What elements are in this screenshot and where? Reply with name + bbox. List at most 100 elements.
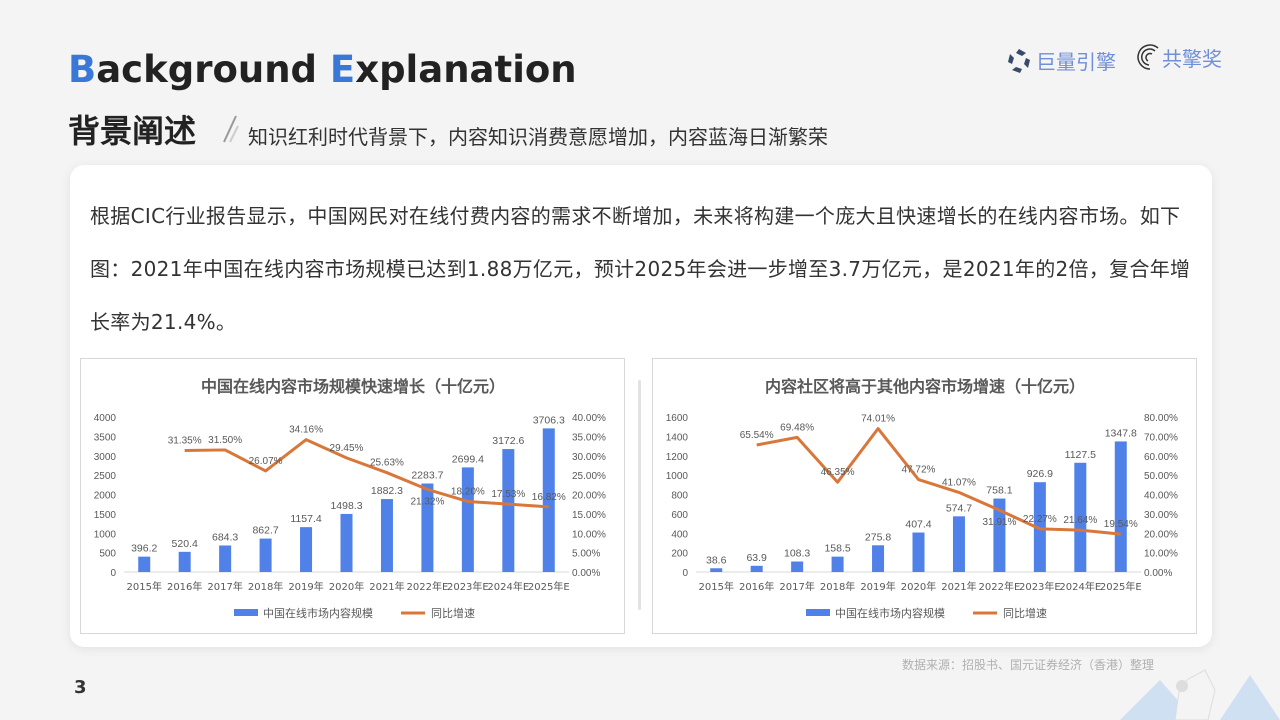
bar: [791, 561, 804, 572]
legend-bar-label: 中国在线市场内容规模: [263, 606, 373, 620]
line-data-label: 25.63%: [370, 458, 404, 469]
slash-decoration-icon: [223, 115, 239, 143]
bar-data-label: 38.6: [706, 554, 727, 566]
page-subtitle: 知识红利时代背景下，内容知识消费意愿增加，内容蓝海日渐繁荣: [248, 125, 828, 149]
bar-data-label: 1347.8: [1105, 427, 1137, 439]
y-right-tick: 20.00%: [1144, 529, 1178, 540]
x-tick: 2020年: [329, 580, 364, 593]
x-tick: 2018年: [820, 580, 855, 593]
mascot-mountain-icon: [1120, 669, 1280, 720]
y-left-tick: 1000: [666, 471, 689, 482]
y-left-tick: 2000: [94, 491, 117, 502]
chart-title: 中国在线内容市场规模快速增长（十亿元）: [201, 377, 505, 396]
panel-divider: [638, 380, 641, 610]
x-tick: 2015年: [699, 580, 734, 593]
y-right-tick: 60.00%: [1144, 452, 1178, 463]
juliang-logo-icon: [1008, 48, 1030, 73]
bar-data-label: 275.8: [865, 531, 891, 543]
y-right-tick: 30.00%: [572, 452, 606, 463]
line-data-label: 41.07%: [942, 477, 976, 488]
bar-data-label: 684.3: [212, 531, 238, 543]
x-tick: 2018年: [248, 580, 283, 593]
y-right-tick: 10.00%: [572, 529, 606, 540]
x-tick: 2025年E: [1100, 580, 1142, 593]
legend-line-label: 同比增速: [1003, 606, 1047, 620]
page-number: 3: [74, 677, 87, 698]
bar: [952, 516, 965, 572]
x-tick: 2023年E: [447, 580, 489, 593]
y-left-tick: 4000: [94, 413, 117, 424]
y-right-tick: 30.00%: [1144, 510, 1178, 521]
line-data-label: 21.64%: [1063, 515, 1097, 526]
y-right-tick: 40.00%: [572, 413, 606, 424]
legend-line-label: 同比增速: [431, 606, 475, 620]
x-tick: 2023年E: [1019, 580, 1061, 593]
bar-data-label: 2699.4: [452, 453, 484, 465]
x-tick: 2024年E: [1059, 580, 1101, 593]
page-title-en: Background Explanation: [68, 48, 577, 91]
bar-data-label: 396.2: [131, 543, 157, 555]
y-left-tick: 500: [99, 549, 116, 560]
bar-data-label: 1127.5: [1065, 449, 1096, 461]
bar-data-label: 3172.6: [492, 435, 524, 447]
x-tick: 2017年: [207, 580, 242, 593]
legend-bar-swatch: [806, 609, 830, 616]
bar-data-label: 1498.3: [330, 500, 362, 512]
y-right-tick: 50.00%: [1144, 471, 1178, 482]
line-data-label: 21.32%: [410, 496, 444, 507]
bar-data-label: 108.3: [784, 548, 810, 560]
x-tick: 2015年: [127, 580, 162, 593]
bar: [542, 428, 555, 572]
bar-data-label: 758.1: [986, 485, 1012, 497]
bar: [502, 449, 515, 572]
x-tick: 2021年: [369, 580, 404, 593]
y-left-tick: 1600: [666, 413, 689, 424]
line-data-label: 19.54%: [1104, 519, 1138, 530]
line-data-label: 65.54%: [740, 430, 774, 441]
x-tick: 2024年E: [487, 580, 529, 593]
legend-bar-swatch: [234, 609, 258, 616]
title-word-2: xplanation: [355, 48, 577, 91]
x-tick: 2022年E: [979, 580, 1021, 593]
y-right-tick: 0.00%: [572, 568, 600, 579]
bar: [461, 467, 474, 572]
y-left-tick: 3000: [94, 452, 117, 463]
y-left-tick: 1500: [94, 510, 117, 521]
growth-line: [184, 438, 549, 509]
y-right-tick: 40.00%: [1144, 491, 1178, 502]
bar: [421, 483, 434, 572]
line-data-label: 31.50%: [208, 435, 242, 446]
y-left-tick: 800: [671, 491, 688, 502]
chart-svg: 内容社区将高于其他内容市场增速（十亿元） 0 200 400 600 800 1000 120…: [666, 377, 1178, 620]
y-left-tick: 0: [110, 568, 116, 579]
x-tick: 2021年: [941, 580, 976, 593]
bar: [710, 568, 723, 572]
title-cap-e: E: [329, 48, 356, 91]
data-source: 数据来源：招股书、国元证券经济（香港）整理: [902, 658, 1155, 672]
y-right-tick: 5.00%: [572, 549, 600, 560]
juliang-logo: 巨量引擎: [1006, 46, 1116, 75]
growth-line: [756, 427, 1121, 536]
line-data-label: 18.20%: [451, 486, 485, 497]
x-tick: 2020年: [901, 580, 936, 593]
bar: [138, 556, 151, 572]
bar: [1114, 441, 1127, 572]
gongqing-logo-icon: [1137, 44, 1159, 70]
bar: [300, 527, 313, 572]
y-right-tick: 25.00%: [572, 471, 606, 482]
bar: [831, 556, 844, 572]
line-data-label: 74.01%: [861, 414, 895, 425]
x-tick: 2019年: [860, 580, 895, 593]
line-data-label: 29.45%: [330, 443, 364, 454]
bar: [1074, 462, 1087, 572]
y-right-tick: 15.00%: [572, 510, 606, 521]
y-left-tick: 600: [671, 510, 688, 521]
line-data-label: 46.35%: [821, 467, 855, 478]
bar: [219, 545, 232, 572]
bar: [912, 532, 925, 572]
line-data-label: 34.16%: [289, 425, 323, 436]
y-left-tick: 0: [682, 568, 688, 579]
bar-data-label: 407.4: [905, 519, 931, 531]
bar: [340, 513, 353, 572]
line-data-label: 16.82%: [532, 492, 566, 503]
